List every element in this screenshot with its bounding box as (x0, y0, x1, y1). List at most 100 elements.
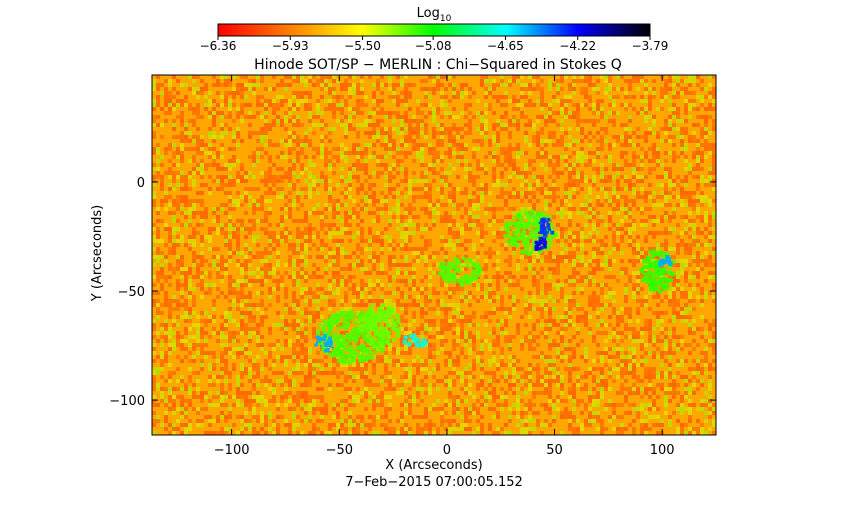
noise-pixel (448, 143, 452, 147)
noise-pixel (600, 263, 604, 267)
noise-pixel (288, 343, 292, 347)
noise-pixel (380, 287, 384, 291)
noise-pixel (664, 175, 668, 179)
noise-pixel (564, 143, 568, 147)
noise-pixel (252, 91, 256, 95)
noise-pixel (188, 75, 192, 79)
noise-pixel (628, 207, 632, 211)
noise-pixel (584, 263, 588, 267)
noise-pixel (328, 303, 332, 307)
noise-pixel (496, 343, 500, 347)
noise-pixel (640, 211, 644, 215)
noise-pixel (608, 83, 612, 87)
noise-pixel (696, 215, 700, 219)
noise-pixel (452, 211, 456, 215)
noise-pixel (512, 251, 516, 255)
noise-pixel (220, 179, 224, 183)
noise-pixel (340, 227, 344, 231)
noise-pixel (212, 351, 216, 355)
noise-pixel (624, 215, 628, 219)
noise-pixel (468, 335, 472, 339)
noise-pixel (612, 327, 616, 331)
noise-pixel (588, 271, 592, 275)
noise-pixel (204, 323, 208, 327)
noise-pixel (624, 151, 628, 155)
noise-pixel (284, 139, 288, 143)
noise-pixel (424, 123, 428, 127)
noise-pixel (188, 343, 192, 347)
noise-pixel (704, 219, 708, 223)
noise-pixel (212, 135, 216, 139)
noise-pixel (188, 139, 192, 143)
noise-pixel (600, 243, 604, 247)
noise-pixel (168, 239, 172, 243)
noise-pixel (268, 239, 272, 243)
noise-pixel (408, 127, 412, 131)
noise-pixel (396, 227, 400, 231)
noise-pixel (696, 155, 700, 159)
noise-pixel (380, 267, 384, 271)
noise-pixel (348, 275, 352, 279)
noise-pixel (360, 287, 364, 291)
noise-pixel (652, 87, 656, 91)
noise-pixel (500, 175, 504, 179)
noise-pixel (320, 295, 324, 299)
noise-pixel (356, 99, 360, 103)
noise-pixel (184, 131, 188, 135)
noise-pixel (624, 163, 628, 167)
noise-pixel (648, 147, 652, 151)
noise-pixel (168, 231, 172, 235)
noise-pixel (292, 295, 296, 299)
noise-pixel (644, 319, 648, 323)
noise-pixel (344, 159, 348, 163)
noise-pixel (632, 167, 636, 171)
noise-pixel (316, 311, 320, 315)
noise-pixel (584, 235, 588, 239)
noise-pixel (420, 155, 424, 159)
noise-pixel (160, 91, 164, 95)
noise-pixel (440, 327, 444, 331)
noise-pixel (236, 143, 240, 147)
noise-pixel (336, 227, 340, 231)
noise-pixel (308, 107, 312, 111)
noise-pixel (292, 95, 296, 99)
noise-pixel (172, 251, 176, 255)
noise-pixel (352, 263, 356, 267)
noise-pixel (220, 351, 224, 355)
noise-pixel (244, 311, 248, 315)
noise-pixel (432, 171, 436, 175)
noise-pixel (656, 303, 660, 307)
noise-pixel (560, 327, 564, 331)
noise-pixel (420, 159, 424, 163)
noise-pixel (184, 315, 188, 319)
noise-pixel (524, 87, 528, 91)
noise-pixel (552, 267, 556, 271)
noise-pixel (560, 315, 564, 319)
noise-pixel (660, 231, 664, 235)
noise-pixel (620, 227, 624, 231)
noise-pixel (548, 203, 552, 207)
noise-pixel (684, 99, 688, 103)
noise-pixel (228, 339, 232, 343)
noise-pixel (392, 263, 396, 267)
noise-pixel (424, 187, 428, 191)
noise-pixel (620, 339, 624, 343)
noise-pixel (548, 259, 552, 263)
noise-pixel (184, 287, 188, 291)
noise-pixel (664, 239, 668, 243)
noise-pixel (604, 303, 608, 307)
noise-pixel (292, 107, 296, 111)
noise-pixel (568, 231, 572, 235)
noise-pixel (332, 211, 336, 215)
noise-pixel (372, 239, 376, 243)
noise-pixel (644, 135, 648, 139)
noise-pixel (556, 139, 560, 143)
noise-pixel (428, 267, 432, 271)
noise-pixel (156, 227, 160, 231)
noise-pixel (396, 99, 400, 103)
noise-pixel (632, 259, 636, 263)
noise-pixel (692, 151, 696, 155)
noise-pixel (620, 187, 624, 191)
noise-pixel (684, 79, 688, 83)
noise-pixel (428, 343, 432, 347)
